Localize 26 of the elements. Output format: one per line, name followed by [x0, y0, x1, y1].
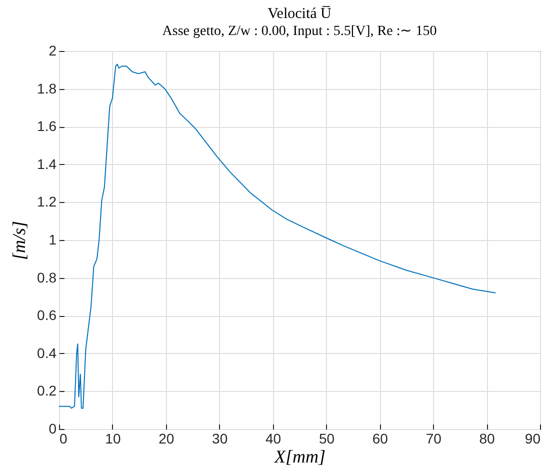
- y-tick-label: 1.2: [37, 194, 57, 210]
- x-tick-label: 90: [524, 430, 541, 446]
- y-tick-label: 1.4: [37, 156, 57, 172]
- x-tick-label: 10: [105, 430, 121, 446]
- y-tick-label: 0.8: [37, 269, 57, 286]
- x-tick-label: 0: [60, 430, 68, 446]
- y-tick-label: 0.2: [37, 382, 57, 399]
- x-tick-label: 80: [479, 430, 496, 446]
- line-series: [58, 64, 496, 409]
- y-tick-label: 0: [48, 420, 57, 436]
- x-tick-label: 20: [158, 430, 174, 446]
- x-tick-label: 30: [212, 430, 228, 446]
- x-tick-label: 60: [372, 430, 388, 446]
- y-tick-label: 0.4: [37, 344, 57, 361]
- x-tick-label: 40: [265, 430, 282, 446]
- y-tick-label: 1.8: [37, 80, 57, 96]
- y-axis-title: [m/s]: [9, 220, 30, 260]
- y-tick-label: 2: [48, 42, 57, 58]
- chart-title: Velocitá U̅: [268, 5, 332, 22]
- x-tick-label: 70: [426, 430, 442, 446]
- y-tick-label: 0.6: [37, 307, 57, 324]
- x-axis-title: X[mm]: [273, 446, 326, 466]
- chart-subtitle: Asse getto, Z/w : 0.00, Input : 5.5[V], Re :∼ 150: [162, 24, 437, 39]
- y-tick-label: 1: [48, 232, 57, 248]
- y-tick-label: 1.6: [37, 118, 57, 134]
- x-tick-label: 50: [318, 430, 335, 446]
